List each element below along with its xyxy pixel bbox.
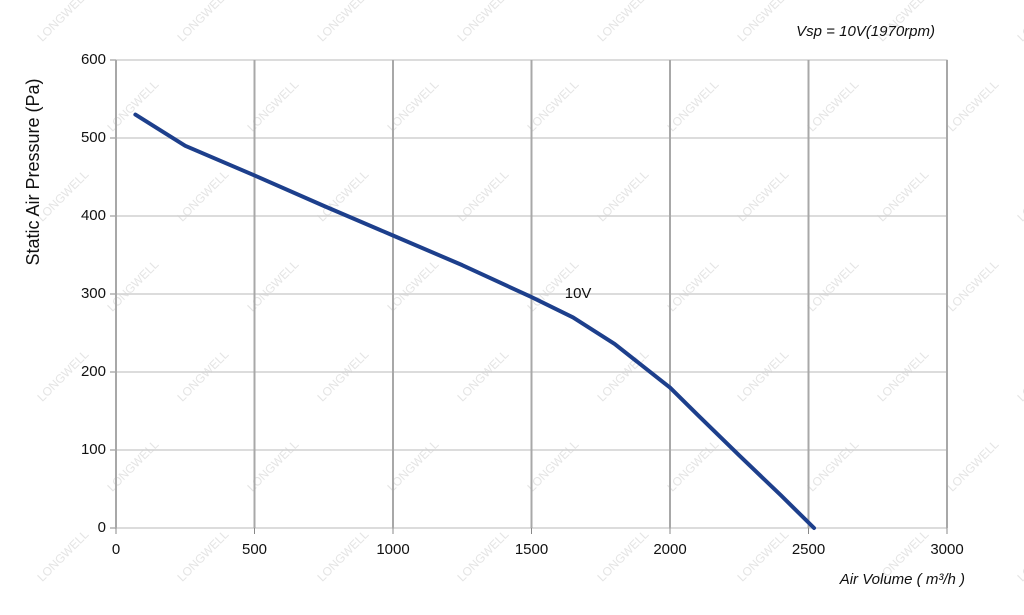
watermark: LONGWELL — [594, 347, 651, 404]
watermark: LONGWELL — [174, 0, 231, 44]
x-tick-label: 3000 — [930, 541, 963, 558]
watermark: LONGWELL — [174, 527, 231, 584]
watermark: LONGWELL — [804, 257, 861, 314]
watermark: LONGWELL — [664, 437, 721, 494]
watermark: LONGWELL — [874, 347, 931, 404]
x-tick-label: 500 — [242, 541, 267, 558]
watermark: LONGWELL — [454, 527, 511, 584]
y-tick-label: 0 — [98, 519, 106, 536]
y-tick-label: 100 — [81, 441, 106, 458]
watermark: LONGWELL — [244, 77, 301, 134]
watermark: LONGWELL — [944, 77, 1001, 134]
y-tick-label: 400 — [81, 207, 106, 224]
y-tick-label: 500 — [81, 129, 106, 146]
watermark: LONGWELL — [664, 77, 721, 134]
watermark: LONGWELL — [1014, 0, 1024, 44]
watermark: LONGWELL — [454, 347, 511, 404]
watermark: LONGWELL — [244, 257, 301, 314]
watermark: LONGWELL — [524, 437, 581, 494]
x-tick-label: 1500 — [515, 541, 548, 558]
y-tick-label: 200 — [81, 363, 106, 380]
watermark: LONGWELL — [804, 437, 861, 494]
watermark: LONGWELL — [594, 0, 651, 44]
watermark: LONGWELL — [944, 437, 1001, 494]
watermark: LONGWELL — [244, 437, 301, 494]
watermark: LONGWELL — [104, 257, 161, 314]
watermark: LONGWELL — [734, 0, 791, 44]
y-tick-label: 300 — [81, 285, 106, 302]
x-tick-label: 1000 — [376, 541, 409, 558]
watermark: LONGWELL — [1014, 167, 1024, 224]
watermark: LONGWELL — [34, 527, 91, 584]
x-tick-label: 0 — [112, 541, 120, 558]
x-tick-label: 2500 — [792, 541, 825, 558]
watermark: LONGWELL — [314, 0, 371, 44]
watermark: LONGWELL — [1014, 527, 1024, 584]
watermark: LONGWELL — [804, 77, 861, 134]
watermark: LONGWELL — [664, 257, 721, 314]
watermark: LONGWELL — [454, 0, 511, 44]
watermarks: LONGWELL LONGWELL LONGWELL LONGWELL LONGWELL… — [34, 0, 1024, 584]
watermark: LONGWELL — [314, 527, 371, 584]
watermark: LONGWELL — [944, 257, 1001, 314]
x-tick-label: 2000 — [653, 541, 686, 558]
watermark: LONGWELL — [314, 347, 371, 404]
line — [133, 112, 817, 530]
watermark: LONGWELL — [174, 347, 231, 404]
y-tick-label: 600 — [81, 51, 106, 68]
watermark: LONGWELL — [524, 77, 581, 134]
annotation: Vsp = 10V(1970rpm) — [796, 23, 935, 40]
watermark: LONGWELL — [734, 347, 791, 404]
watermark: LONGWELL — [734, 527, 791, 584]
y-axis-label: Static Air Pressure (Pa) — [23, 78, 43, 265]
x-axis-label: Air Volume ( m³/h ) — [839, 571, 965, 588]
series-label: 10V — [565, 285, 592, 302]
watermark: LONGWELL — [1014, 347, 1024, 404]
watermark: LONGWELL — [594, 527, 651, 584]
watermark: LONGWELL — [34, 0, 91, 44]
watermark: LONGWELL — [104, 437, 161, 494]
